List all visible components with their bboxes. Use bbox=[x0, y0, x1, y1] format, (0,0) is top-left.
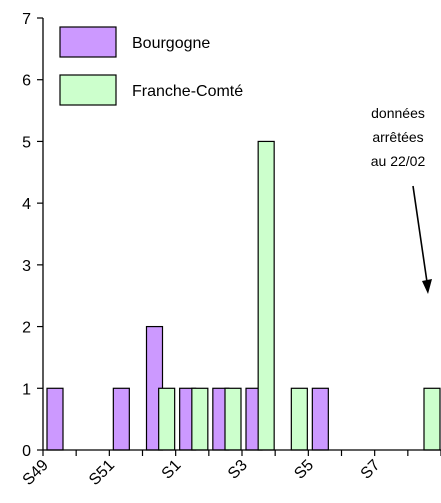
annotation-line-3: au 22/02 bbox=[371, 153, 426, 169]
bar-franche-comte-s3 bbox=[257, 140, 275, 451]
bar-bourgogne-s51 bbox=[112, 387, 130, 451]
bar-franche-comte-s52 bbox=[158, 387, 176, 451]
y-axis-ticks: 0 1 2 3 4 5 6 7 bbox=[22, 11, 43, 460]
bar-franche-comte-s8 bbox=[423, 387, 441, 451]
y-tick-label: 2 bbox=[22, 320, 31, 337]
x-tick-label: S51 bbox=[86, 457, 118, 489]
x-tick-label: S3 bbox=[225, 457, 251, 483]
bars bbox=[46, 140, 441, 451]
annotation-line-1: données bbox=[371, 105, 425, 121]
annotation-line-2: arrêtées bbox=[372, 129, 423, 145]
bar-bourgogne-s5 bbox=[311, 387, 329, 451]
y-tick-label: 5 bbox=[22, 134, 31, 151]
y-tick-label: 0 bbox=[22, 443, 31, 460]
y-tick-label: 4 bbox=[22, 196, 31, 213]
x-tick-label: S49 bbox=[20, 457, 52, 489]
y-tick-label: 3 bbox=[22, 258, 31, 275]
x-axis-ticks: S49 S51 S1 S3 S5 S7 bbox=[20, 450, 441, 489]
annotation-arrow-head bbox=[422, 279, 432, 294]
legend-swatch-franche-comte bbox=[59, 74, 117, 106]
legend-swatch-bourgogne bbox=[59, 26, 117, 58]
y-tick-label: 1 bbox=[22, 381, 31, 398]
bar-franche-comte-s4 bbox=[290, 387, 308, 451]
x-tick-label: S5 bbox=[291, 457, 317, 483]
bar-franche-comte-s1 bbox=[191, 387, 209, 451]
legend: Bourgogne Franche-Comté bbox=[59, 26, 243, 106]
legend-label-bourgogne: Bourgogne bbox=[132, 35, 210, 52]
annotation: données arrêtées au 22/02 bbox=[371, 105, 432, 294]
annotation-arrow-line bbox=[412, 185, 428, 283]
y-tick-label: 7 bbox=[22, 11, 31, 28]
legend-label-franche-comte: Franche-Comté bbox=[132, 83, 243, 100]
x-tick-label: S7 bbox=[358, 457, 384, 483]
bar-bourgogne-s49 bbox=[46, 387, 64, 451]
y-tick-label: 6 bbox=[22, 73, 31, 90]
bar-franche-comte-s2 bbox=[224, 387, 242, 451]
x-tick-label: S1 bbox=[159, 457, 185, 483]
